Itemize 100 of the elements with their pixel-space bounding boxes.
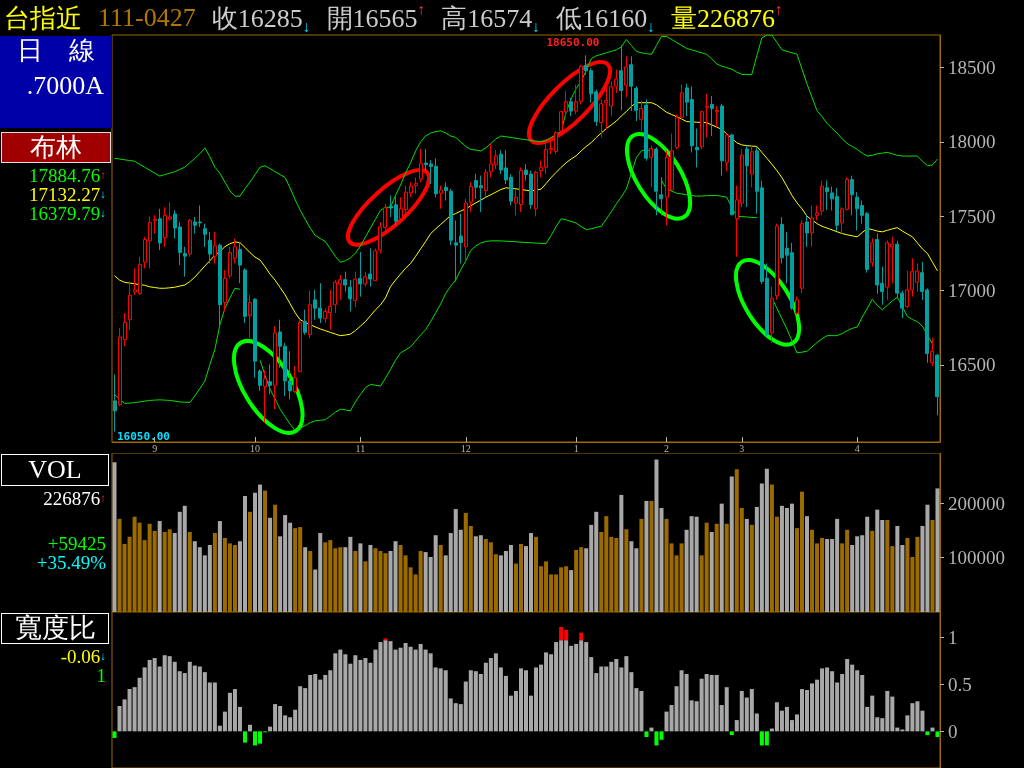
x-tick-label: 10	[250, 442, 261, 454]
bar	[303, 547, 308, 612]
bar	[654, 731, 659, 746]
text: .7000A	[0, 66, 112, 128]
candlestick	[358, 251, 362, 298]
candlestick	[619, 44, 623, 111]
line-series	[114, 102, 938, 337]
bar	[744, 518, 749, 612]
bar	[523, 670, 529, 732]
candlestick	[800, 219, 804, 294]
candlestick	[715, 105, 719, 129]
bar	[719, 503, 724, 612]
bar	[629, 541, 634, 612]
candlestick	[750, 145, 754, 188]
text: 量226876↑	[670, 0, 783, 35]
candlestick	[795, 296, 799, 316]
bar	[242, 496, 247, 612]
y-tick-label: 100000	[948, 547, 1005, 569]
bar	[644, 731, 649, 737]
candlestick	[644, 98, 648, 162]
candlestick	[935, 353, 939, 416]
candlestick	[183, 246, 187, 278]
candlestick	[303, 309, 307, 336]
candlestick	[725, 133, 729, 172]
candlestick	[243, 267, 247, 324]
bar	[112, 462, 117, 612]
candlestick	[820, 180, 824, 216]
candlestick	[238, 241, 242, 284]
y-tick-label: 18000	[948, 131, 996, 153]
candlestick	[850, 175, 854, 216]
line-series	[114, 34, 938, 263]
bar	[654, 459, 659, 612]
candlestick	[569, 97, 573, 117]
bar	[799, 689, 805, 732]
candlestick	[639, 100, 643, 132]
candlestick	[348, 279, 352, 312]
bar	[253, 731, 258, 746]
y-tick-label: 200000	[948, 492, 1005, 514]
bar	[242, 731, 247, 743]
bar	[895, 525, 900, 612]
bar	[157, 521, 162, 612]
text: -0.06↓	[59, 646, 107, 667]
bar	[709, 531, 714, 612]
candlestick	[258, 368, 262, 392]
text: 低16160↓	[556, 2, 655, 36]
candlestick	[298, 319, 302, 373]
candlestick	[730, 133, 734, 216]
bar	[217, 521, 222, 612]
candlestick	[745, 145, 749, 208]
bar	[182, 505, 187, 612]
candlestick	[695, 128, 699, 168]
bar	[729, 476, 734, 612]
candlestick	[419, 148, 423, 183]
candlestick	[700, 109, 704, 150]
bar	[112, 731, 117, 738]
bar	[805, 516, 810, 612]
y-tick-label: 0.5	[948, 673, 972, 695]
y-tick-label: 0	[948, 720, 958, 742]
candlestick	[263, 369, 267, 423]
candlestick	[705, 93, 709, 138]
candlestick	[624, 55, 628, 98]
bar	[935, 488, 940, 612]
candlestick	[770, 286, 774, 344]
candlestick	[599, 98, 603, 138]
x-tick-label: 11	[355, 442, 366, 454]
bar	[368, 545, 373, 612]
bar	[729, 731, 734, 736]
text: 日 線	[0, 36, 112, 66]
x-tick-label: 2	[664, 442, 670, 454]
candlestick	[353, 271, 357, 308]
y-tick-label: 18500	[948, 57, 996, 79]
candlestick	[343, 271, 347, 293]
candlestick	[444, 181, 448, 201]
candlestick	[188, 218, 192, 258]
annotation: 18650.00	[540, 36, 606, 49]
bar	[875, 509, 880, 612]
bar	[559, 627, 564, 641]
candlestick	[815, 205, 819, 221]
bar	[207, 545, 212, 612]
candlestick	[870, 238, 874, 268]
candlestick	[775, 223, 779, 301]
candlestick	[158, 208, 162, 251]
candlestick	[629, 55, 633, 112]
candlestick	[810, 205, 814, 248]
bar	[764, 468, 769, 612]
candlestick	[710, 95, 714, 137]
x-tick-label: 4	[854, 442, 860, 454]
candlestick	[293, 365, 297, 394]
candlestick	[153, 214, 157, 235]
text: 226876↑	[42, 488, 107, 509]
candlestick	[414, 176, 418, 195]
x-tick-label: 12	[460, 442, 471, 454]
candlestick	[720, 103, 724, 177]
bar	[393, 541, 398, 612]
bar	[358, 543, 363, 612]
bar	[478, 535, 483, 612]
text: +35.49%	[35, 552, 107, 573]
x-tick-label: 1	[573, 442, 579, 454]
candlestick	[203, 223, 207, 248]
candlestick	[534, 170, 538, 217]
